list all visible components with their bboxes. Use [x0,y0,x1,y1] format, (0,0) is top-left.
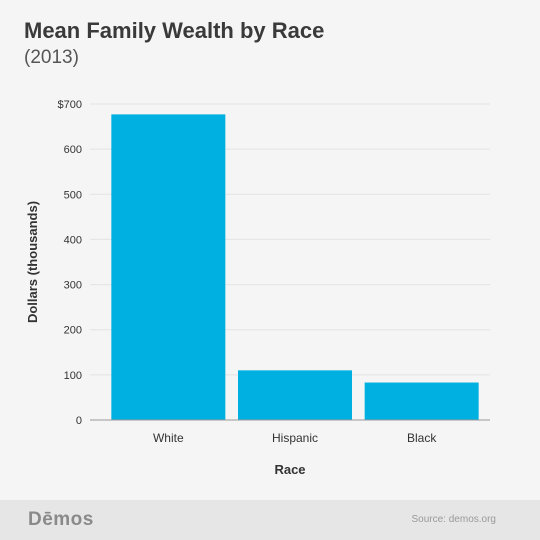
bar-hispanic [238,370,352,420]
y-tick-label: 0 [76,415,82,427]
y-tick-label: 400 [64,234,82,246]
x-tick-label: Black [407,431,437,445]
y-tick-label: $700 [58,99,82,111]
y-tick-label: 500 [64,189,82,201]
y-tick-label: 600 [64,144,82,156]
y-axis-title: Dollars (thousands) [25,201,40,323]
source-note: Source: demos.org [411,514,497,525]
bar-white [111,114,226,420]
y-tick-label: 300 [64,280,82,292]
x-tick-label: White [153,431,184,445]
demos-logo: Dēmos [28,509,94,530]
bar-chart: 0 100 200 300 400 500 600 $700 White Hispanic Blac… [25,99,490,477]
chart-title: Mean Family Wealth by Race [24,18,325,43]
y-tick-label: 200 [64,325,82,337]
bar-black [364,382,479,420]
y-tick-label: 100 [64,370,82,382]
x-axis-title: Race [274,462,305,477]
x-tick-label: Hispanic [272,431,318,445]
footer-bar: Dēmos Source: demos.org [0,500,540,540]
chart-subtitle: (2013) [24,47,79,68]
